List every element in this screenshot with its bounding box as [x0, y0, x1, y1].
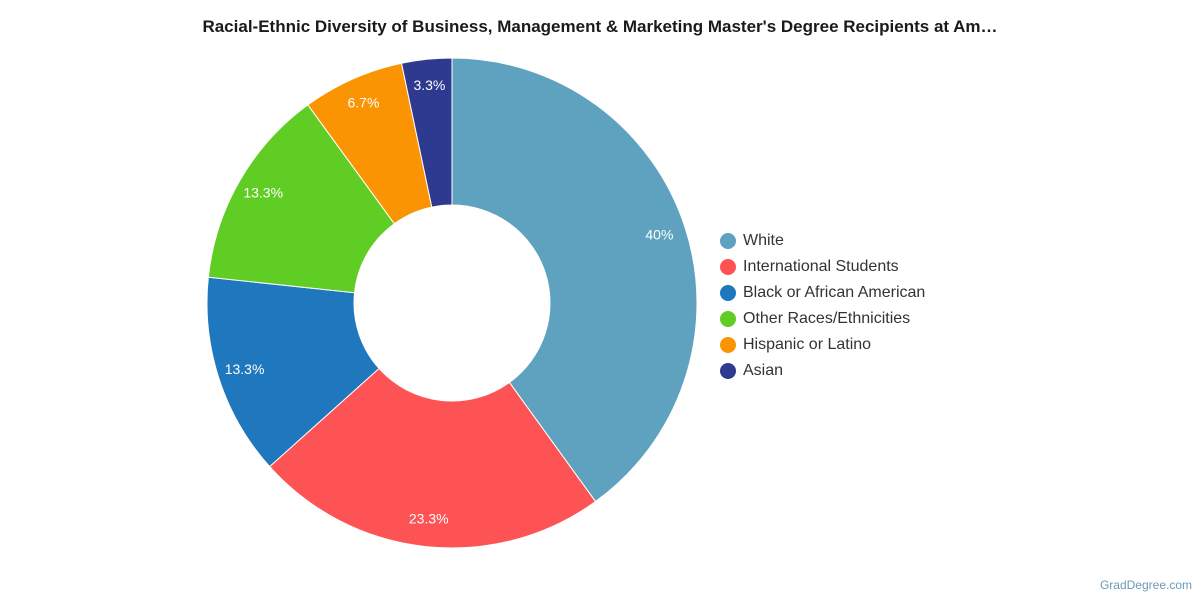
legend-item-other-races-ethnicities[interactable]: Other Races/Ethnicities [720, 306, 925, 332]
slice-international-students[interactable] [268, 367, 597, 549]
legend-item-international-students[interactable]: International Students [720, 254, 925, 280]
legend-label-other-races-ethnicities: Other Races/Ethnicities [743, 310, 911, 327]
legend-label-white: White [743, 232, 784, 249]
slice-label-hispanic-or-latino: 6.7% [347, 94, 379, 110]
legend-item-black-or-african-american[interactable]: Black or African American [720, 280, 925, 306]
legend-label-hispanic-or-latino: Hispanic or Latino [743, 336, 872, 353]
slice-other-races-ethnicities[interactable] [207, 104, 396, 294]
slice-label-white: 40% [645, 227, 673, 243]
source-credit[interactable]: GradDegree.com [1099, 578, 1192, 592]
chart-legend: White International Students Black or Afri… [720, 228, 925, 384]
slice-white[interactable] [451, 57, 698, 503]
slice-label-other-races-ethnicities: 13.3% [243, 185, 283, 201]
legend-label-black-or-african-american: Black or African American [743, 284, 926, 301]
slice-black-or-african-american[interactable] [206, 276, 380, 468]
legend-item-white[interactable]: White [720, 228, 925, 254]
legend-swatch-hispanic-or-latino [720, 337, 736, 353]
legend-swatch-asian [720, 363, 736, 379]
legend-swatch-white [720, 233, 736, 249]
slice-label-international-students: 23.3% [409, 510, 449, 526]
legend-label-asian: Asian [743, 362, 784, 379]
legend-item-hispanic-or-latino[interactable]: Hispanic or Latino [720, 332, 925, 358]
slice-asian[interactable] [400, 57, 453, 208]
chart-title: Racial-Ethnic Diversity of Business, Man… [202, 17, 998, 36]
legend-item-asian[interactable]: Asian [720, 358, 925, 384]
legend-swatch-international-students [720, 259, 736, 275]
legend-swatch-black-or-african-american [720, 285, 736, 301]
slice-label-black-or-african-american: 13.3% [225, 361, 265, 377]
slice-label-asian: 3.3% [413, 77, 445, 93]
legend-swatch-other-races-ethnicities [720, 311, 736, 327]
legend-label-international-students: International Students [743, 258, 899, 275]
